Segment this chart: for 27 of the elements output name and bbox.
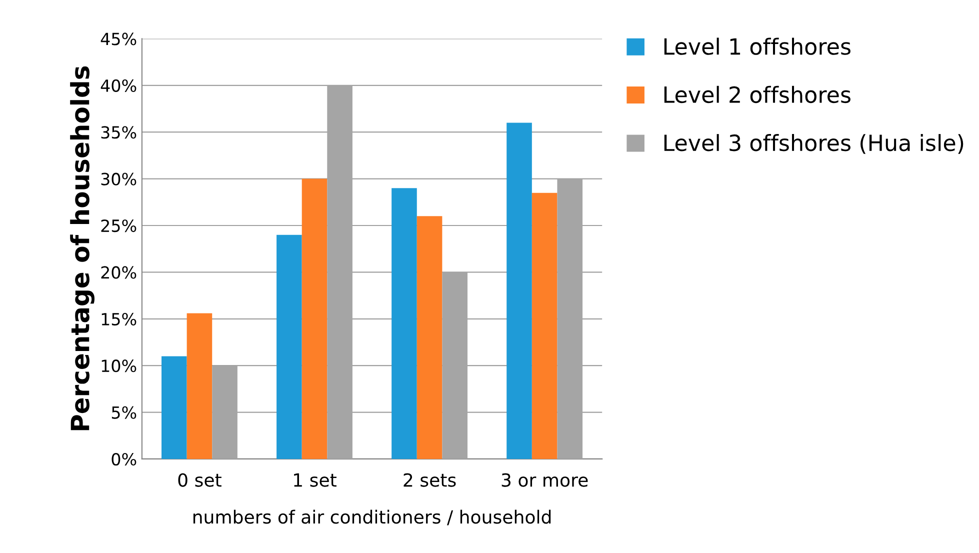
y-tick-label: 10% (102, 360, 136, 372)
y-tick-label: 40% (100, 79, 136, 92)
bar (416, 216, 442, 459)
legend-label: Level 2 offshores (664, 86, 850, 104)
bar (506, 122, 532, 459)
y-tick-label: 35% (101, 126, 136, 139)
bar (302, 178, 328, 459)
y-tick-label: 5% (112, 406, 136, 419)
bar (392, 188, 417, 459)
bar (162, 356, 187, 459)
bar (276, 234, 302, 459)
x-tick-label: 3 or more (502, 473, 588, 487)
x-tick-label: 0 set (178, 473, 222, 487)
y-tick-label: 25% (101, 219, 136, 232)
x-tick-label: 1 set (294, 473, 336, 487)
y-tick-label: 45% (100, 32, 136, 46)
y-tick-label: 0% (112, 452, 136, 466)
bar (532, 192, 558, 459)
y-tick-label: 20% (101, 266, 136, 279)
bar (186, 313, 212, 459)
x-axis-title: numbers of air conditioners / household (193, 510, 551, 526)
x-tick-label: 2 sets (404, 473, 456, 487)
legend-label: Level 1 offshores (664, 38, 850, 55)
y-axis-title: Percentage of households (70, 66, 94, 430)
legend-label: Level 3 offshores (Hua isle) (664, 134, 964, 154)
y-tick-label: 15% (102, 312, 136, 326)
y-tick-label: 30% (101, 172, 136, 186)
